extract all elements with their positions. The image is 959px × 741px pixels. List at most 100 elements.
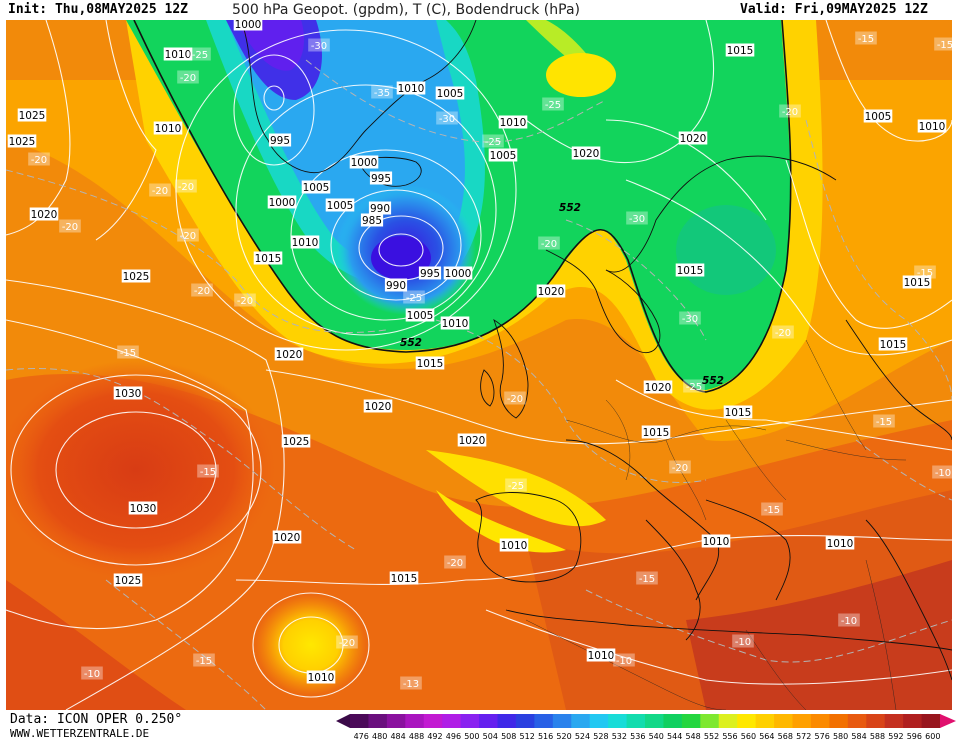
pressure-label-bg — [675, 263, 705, 277]
pressure-label: 1005 — [405, 308, 435, 322]
temperature-label-text: -25 — [192, 50, 208, 61]
temperature-label-text: -20 — [237, 296, 253, 307]
temperature-label-text: -20 — [152, 186, 168, 197]
pressure-label-bg — [290, 235, 320, 249]
legend-value-label: 572 — [796, 732, 811, 741]
pressure-label-bg — [163, 47, 193, 61]
website-label: WWW.WETTERZENTRALE.DE — [10, 727, 150, 740]
pressure-label: 1010 — [701, 534, 731, 548]
contour-552-label: 552 — [400, 337, 422, 349]
isobar-lines — [6, 20, 952, 710]
temperature-label-text: -13 — [403, 679, 419, 690]
temperature-label-text: -25 — [406, 293, 422, 304]
temperature-label-text: -20 — [62, 222, 78, 233]
pressure-label: 1010 — [498, 115, 528, 129]
pressure-label-bg — [643, 380, 673, 394]
temperature-label-bg — [193, 653, 215, 667]
temperature-label-text: -15 — [917, 268, 933, 279]
legend-swatch — [663, 714, 683, 728]
pressure-label: 1015 — [641, 425, 671, 439]
legend-value-label: 520 — [556, 732, 571, 741]
pressure-label: 1010 — [499, 538, 529, 552]
pressure-label-text: 1020 — [274, 532, 301, 544]
pressure-label: 990 — [368, 201, 392, 215]
contour-552-label: 552 — [702, 375, 724, 387]
legend-swatch — [571, 714, 591, 728]
temperature-label-bg — [838, 613, 860, 627]
pressure-label-bg — [723, 405, 753, 419]
legend-swatch — [700, 714, 720, 728]
temperature-label: -25 — [542, 97, 564, 111]
temperature-label: -20 — [779, 104, 801, 118]
legend-value-label: 496 — [446, 732, 461, 741]
legend-value-label: 588 — [870, 732, 885, 741]
legend-swatch — [608, 714, 628, 728]
legend-swatch — [552, 714, 572, 728]
pressure-label-text: 1005 — [437, 88, 464, 100]
temperature-label-bg — [504, 391, 526, 405]
legend-swatch — [774, 714, 793, 728]
pressure-label-bg — [281, 434, 311, 448]
pressure-label-bg — [701, 534, 731, 548]
temperature-label-bg — [732, 634, 754, 648]
weather-map: 1000 1010 995 1000 1005 1010 1015 1010 1025 1025 1… — [6, 20, 952, 710]
pressure-label-bg — [678, 131, 708, 145]
temperature-label-text: -15 — [200, 467, 216, 478]
pressure-label-bg — [233, 20, 263, 31]
legend-value-label: 536 — [630, 732, 645, 741]
temperature-label-text: -15 — [937, 40, 952, 51]
pressure-label: 1015 — [902, 275, 932, 289]
pressure-label-bg — [440, 316, 470, 330]
temperature-label: -15 — [855, 31, 877, 45]
temperature-label-bg — [683, 379, 705, 393]
pressure-label-bg — [384, 278, 408, 292]
legend-swatch — [386, 714, 406, 728]
pressure-label-bg — [488, 148, 518, 162]
temperature-label-bg — [175, 179, 197, 193]
pressure-label-text: 1020 — [680, 133, 707, 145]
pressure-label-text: 995 — [371, 173, 391, 185]
temperature-label-bg — [538, 236, 560, 250]
pressure-label: 1025 — [121, 269, 151, 283]
pressure-label-text: 1010 — [501, 540, 528, 552]
pressure-label-bg — [825, 536, 855, 550]
legend-swatch — [755, 714, 775, 728]
temperature-label-text: -30 — [439, 114, 455, 125]
temperature-label: -30 — [436, 111, 458, 125]
pressure-label: 1010 — [163, 47, 193, 61]
pressure-label-text: 1000 — [445, 268, 472, 280]
temperature-label-text: -10 — [84, 669, 100, 680]
legend-swatch — [718, 714, 738, 728]
temperature-label-text: -25 — [485, 137, 501, 148]
legend-value-label: 504 — [483, 732, 498, 741]
pressure-label-bg — [435, 86, 465, 100]
pressure-label-bg — [17, 108, 47, 122]
temperature-label-bg — [371, 85, 393, 99]
temperature-label-text: -20 — [507, 394, 523, 405]
temperature-label-text: -25 — [686, 382, 702, 393]
pressure-label-text: 1020 — [573, 148, 600, 160]
pressure-label-bg — [29, 207, 59, 221]
temperature-label-bg — [197, 464, 219, 478]
legend-value-label: 532 — [612, 732, 627, 741]
legend-swatch — [884, 714, 904, 728]
data-source-label: Data: ICON OPER 0.250° — [10, 712, 183, 727]
pressure-label-bg — [878, 337, 908, 351]
temperature-label-bg — [914, 265, 936, 279]
pressure-label-bg — [368, 201, 392, 215]
legend-value-label: 552 — [704, 732, 719, 741]
temperature-label: -20 — [772, 325, 794, 339]
legend-swatch — [479, 714, 498, 728]
pressure-label: 1025 — [281, 434, 311, 448]
legend-value-label: 524 — [575, 732, 590, 741]
pressure-label-bg — [253, 251, 283, 265]
pressure-label-text: 1025 — [19, 110, 46, 122]
pressure-label: 1025 — [7, 134, 37, 148]
pressure-label: 1020 — [272, 530, 302, 544]
legend-arrow-left — [336, 714, 350, 728]
pressure-label: 1020 — [571, 146, 601, 160]
temperature-label: -20 — [669, 460, 691, 474]
pressure-label-text: 1020 — [276, 349, 303, 361]
legend-value-label: 544 — [667, 732, 682, 741]
pressure-label: 1020 — [274, 347, 304, 361]
